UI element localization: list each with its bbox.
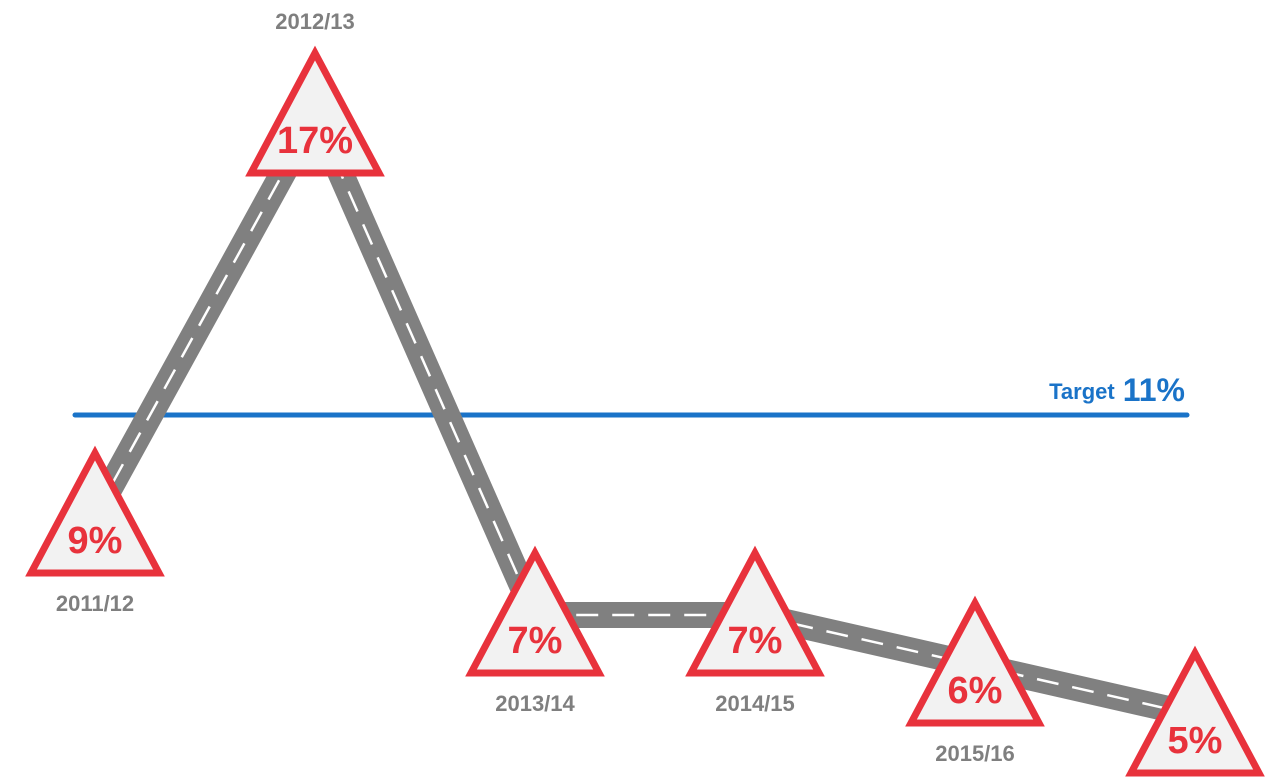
category-label: 2012/13 [275, 9, 355, 34]
marker-triangle [905, 595, 1045, 727]
value-label: 7% [508, 620, 563, 662]
category-label: 2014/15 [715, 691, 795, 716]
marker-triangle [245, 45, 385, 177]
value-label: 9% [68, 520, 123, 562]
value-label: 5% [1168, 720, 1223, 762]
marker-triangle [1125, 645, 1265, 777]
target-label-text: Target [1049, 379, 1115, 404]
target-value: 11% [1123, 372, 1185, 408]
category-label: 2013/14 [495, 691, 575, 716]
target-label: Target 11% [1049, 372, 1185, 408]
marker-triangle [685, 545, 825, 677]
category-label: 2011/12 [56, 591, 134, 616]
category-label: 2015/16 [935, 741, 1015, 766]
marker-triangle [465, 545, 605, 677]
value-label: 7% [728, 620, 783, 662]
value-label: 6% [948, 670, 1003, 712]
value-label: 17% [277, 120, 353, 162]
marker-triangle [25, 445, 165, 577]
